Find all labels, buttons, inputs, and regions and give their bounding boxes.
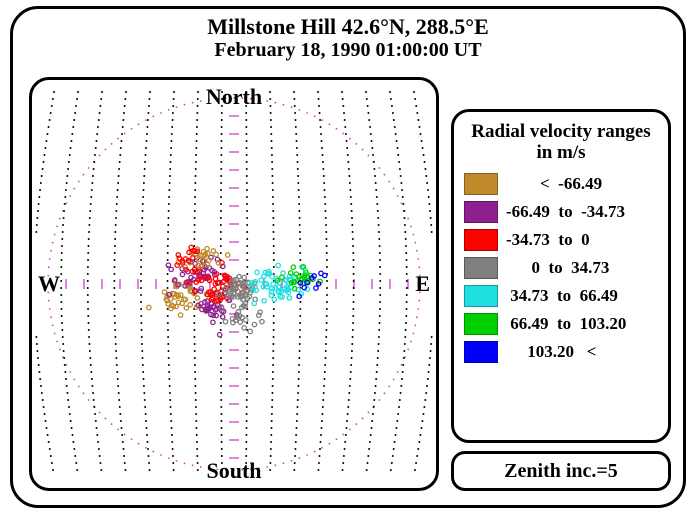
legend-row: 34.73 to 66.49 [464, 284, 658, 308]
title-block: Millstone Hill 42.6°N, 288.5°E February … [13, 15, 683, 62]
legend-list: < -66.49 -66.49 to -34.73 -34.73 to 0 0 to… [464, 172, 658, 364]
zenith-text: Zenith inc.=5 [504, 460, 618, 483]
legend-panel: Radial velocity ranges in m/s < -66.49 -6… [451, 109, 671, 443]
label-south: South [206, 458, 261, 484]
title-location: Millstone Hill 42.6°N, 288.5°E [13, 15, 683, 39]
label-west: W [38, 271, 60, 297]
legend-swatch [464, 313, 498, 335]
legend-title: Radial velocity ranges in m/s [464, 122, 658, 164]
legend-title-line1: Radial velocity ranges [471, 121, 650, 142]
label-east: E [415, 271, 430, 297]
legend-row: < -66.49 [464, 172, 658, 196]
legend-title-line2: in m/s [536, 142, 585, 163]
legend-swatch [464, 229, 498, 251]
legend-swatch [464, 173, 498, 195]
skymap-svg [32, 80, 436, 488]
outer-frame: Millstone Hill 42.6°N, 288.5°E February … [10, 6, 686, 508]
skymap-plot: North South W E [29, 77, 439, 491]
legend-row: -66.49 to -34.73 [464, 200, 658, 224]
legend-swatch [464, 285, 498, 307]
legend-label: 0 to 34.73 [506, 258, 609, 278]
legend-label: 34.73 to 66.49 [506, 286, 618, 306]
legend-label: 66.49 to 103.20 [506, 314, 626, 334]
legend-label: < -66.49 [506, 174, 602, 194]
legend-label: -66.49 to -34.73 [506, 202, 625, 222]
legend-swatch [464, 257, 498, 279]
legend-swatch [464, 201, 498, 223]
legend-row: 0 to 34.73 [464, 256, 658, 280]
legend-row: 66.49 to 103.20 [464, 312, 658, 336]
zenith-panel: Zenith inc.=5 [451, 451, 671, 491]
legend-swatch [464, 341, 498, 363]
label-north: North [206, 84, 262, 110]
legend-row: -34.73 to 0 [464, 228, 658, 252]
legend-label: -34.73 to 0 [506, 230, 590, 250]
legend-label: 103.20 < [506, 342, 596, 362]
legend-row: 103.20 < [464, 340, 658, 364]
title-datetime: February 18, 1990 01:00:00 UT [13, 39, 683, 62]
